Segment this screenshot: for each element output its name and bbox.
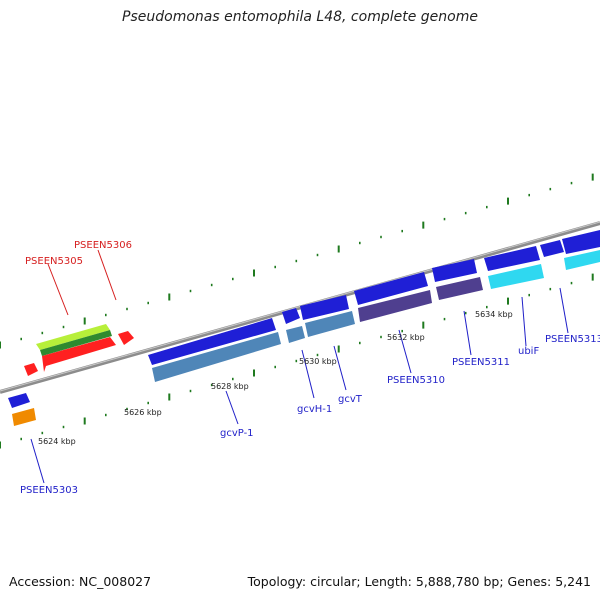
gene-PSEEN5305-arrow[interactable] [36,324,112,356]
gene-label-gcvT[interactable]: gcvT [338,394,363,405]
map-title: Pseudomonas entomophila L48, complete ge… [122,9,478,25]
gene-label-PSEEN5306[interactable]: PSEEN5306 [74,240,132,251]
gene-label-PSEEN5310[interactable]: PSEEN5310 [387,375,445,386]
gene-ubiF-arrow[interactable] [484,246,544,289]
topology-text: Topology: circular; Length: 5,888,780 bp… [247,574,591,589]
kbp-label-5628: 5628 kbp [211,382,249,391]
gene-label-gcvH-1[interactable]: gcvH-1 [297,404,332,415]
gene-label-PSEEN5305[interactable]: PSEEN5305 [25,256,83,267]
gene-label-PSEEN5311[interactable]: PSEEN5311 [452,357,510,368]
gene-label-gcvP-1[interactable]: gcvP-1 [220,428,254,439]
gene-label-ubiF[interactable]: ubiF [518,346,539,357]
kbp-label-5624: 5624 kbp [38,437,76,446]
gene-gcvP-1-arrow[interactable] [148,318,281,382]
gene-PSEEN5311-arrow[interactable] [432,259,483,300]
gene-label-PSEEN5313[interactable]: PSEEN5313 [545,334,600,345]
gene-PSEEN5303-arrow[interactable] [8,393,36,426]
gene-gcvT-arrow[interactable] [300,295,355,337]
kbp-label-5634: 5634 kbp [475,310,513,319]
kbp-label-5632: 5632 kbp [387,333,425,342]
genome-backbone-highlight [0,221,600,392]
accession-text: Accession: NC_008027 [9,574,152,589]
gene-PSEEN5313-arrow[interactable] [540,230,600,270]
gene-label-PSEEN5303[interactable]: PSEEN5303 [20,485,78,496]
label-leaders [30,249,569,484]
gene-gcvH-1-arrow[interactable] [282,308,305,343]
gene-PSEEN5310-arrow[interactable] [354,272,432,322]
tick-row-lower [0,273,594,449]
gene-PSEEN5306-arrow[interactable] [24,331,134,376]
tick-row-upper [0,173,594,349]
kbp-label-5630: 5630 kbp [299,357,337,366]
genome-backbone [0,221,600,394]
kbp-label-5626: 5626 kbp [124,408,162,417]
